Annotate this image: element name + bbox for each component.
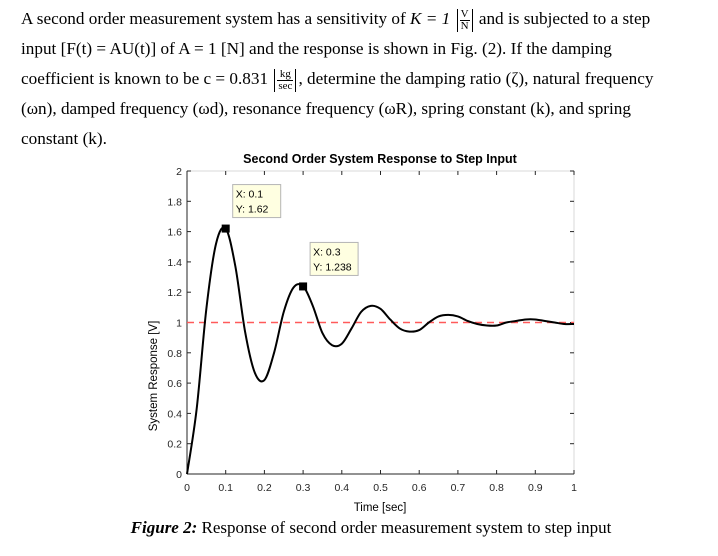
x-tick-label: 0.1 — [218, 482, 233, 494]
datatip-box — [232, 184, 282, 219]
y-tick-label: 0.6 — [167, 378, 182, 390]
figure: Second Order System Response to Step Inp… — [140, 150, 590, 520]
y-tick-label: 0.2 — [167, 439, 182, 451]
y-tick-label: 0.8 — [167, 348, 182, 360]
fraction-denominator: sec — [278, 79, 293, 92]
fraction-numerator: V — [459, 7, 470, 21]
fraction-numerator: kg — [277, 68, 294, 81]
problem-text: , determine the damping ratio (ζ), natur… — [298, 69, 654, 88]
problem-line-4: (ωn), damped frequency (ωd), resonance f… — [21, 99, 631, 118]
y-tick-label: 1 — [176, 318, 182, 330]
sensitivity-symbol: K = 1 — [410, 9, 455, 28]
datatip-marker — [299, 282, 308, 291]
x-axis-label: Time [sec] — [354, 502, 407, 514]
x-tick-label: 0.9 — [528, 482, 543, 494]
y-tick-label: 0.4 — [167, 408, 182, 420]
problem-line-3: coefficient is known to be c = 0.831 kg s… — [21, 64, 711, 94]
figure-caption: Figure 2: Response of second order measu… — [0, 518, 718, 538]
problem-line-5: constant (k). — [21, 129, 107, 148]
datatip-marker — [221, 224, 230, 233]
caption-label: Figure 2: — [130, 518, 198, 537]
x-tick-label: 0.8 — [489, 482, 504, 494]
problem-text: coefficient is known to be c = 0.831 — [21, 69, 273, 88]
datatip-y: Y: 1.238 — [313, 261, 352, 273]
x-tick-label: 0.2 — [257, 482, 272, 494]
datatip-y: Y: 1.62 — [236, 204, 269, 216]
datatip-box — [309, 241, 359, 276]
step-response-chart: Second Order System Response to Step Inp… — [148, 152, 577, 514]
x-tick-label: 0.7 — [451, 482, 466, 494]
caption-text: Response of second order measurement sys… — [197, 518, 612, 537]
problem-line-1: A second order measurement system has a … — [21, 4, 711, 34]
fraction-denominator: N — [460, 19, 469, 32]
y-tick-label: 1.6 — [167, 227, 182, 239]
x-tick-label: 0.6 — [412, 482, 427, 494]
unit-fraction-kg-per-sec: kg sec — [274, 68, 297, 92]
problem-text: A second order measurement system has a … — [21, 9, 411, 28]
x-tick-label: 0 — [184, 482, 190, 494]
problem-text: and is subjected to a step — [474, 9, 651, 28]
x-tick-label: 0.3 — [296, 482, 311, 494]
datatip: X: 0.1 Y: 1.62 — [221, 184, 282, 233]
y-tick-label: 1.4 — [167, 257, 182, 269]
x-tick-label: 0.4 — [334, 482, 349, 494]
response-curve — [186, 226, 575, 475]
x-tick-label: 0.5 — [373, 482, 388, 494]
datatip-x: X: 0.1 — [236, 189, 264, 201]
datatip-x: X: 0.3 — [313, 246, 341, 258]
y-tick-label: 0 — [176, 469, 182, 481]
datatip: X: 0.3 Y: 1.238 — [299, 241, 359, 291]
y-tick-label: 2 — [176, 166, 182, 178]
problem-line-2: input [F(t) = AU(t)] of A = 1 [N] and th… — [21, 39, 612, 58]
y-tick-label: 1.2 — [167, 287, 182, 299]
problem-statement: A second order measurement system has a … — [21, 4, 711, 154]
chart-title: Second Order System Response to Step Inp… — [243, 152, 518, 166]
y-axis-label: System Response [V] — [148, 321, 160, 432]
y-tick-label: 1.8 — [167, 196, 182, 208]
x-tick-label: 1 — [571, 482, 577, 494]
